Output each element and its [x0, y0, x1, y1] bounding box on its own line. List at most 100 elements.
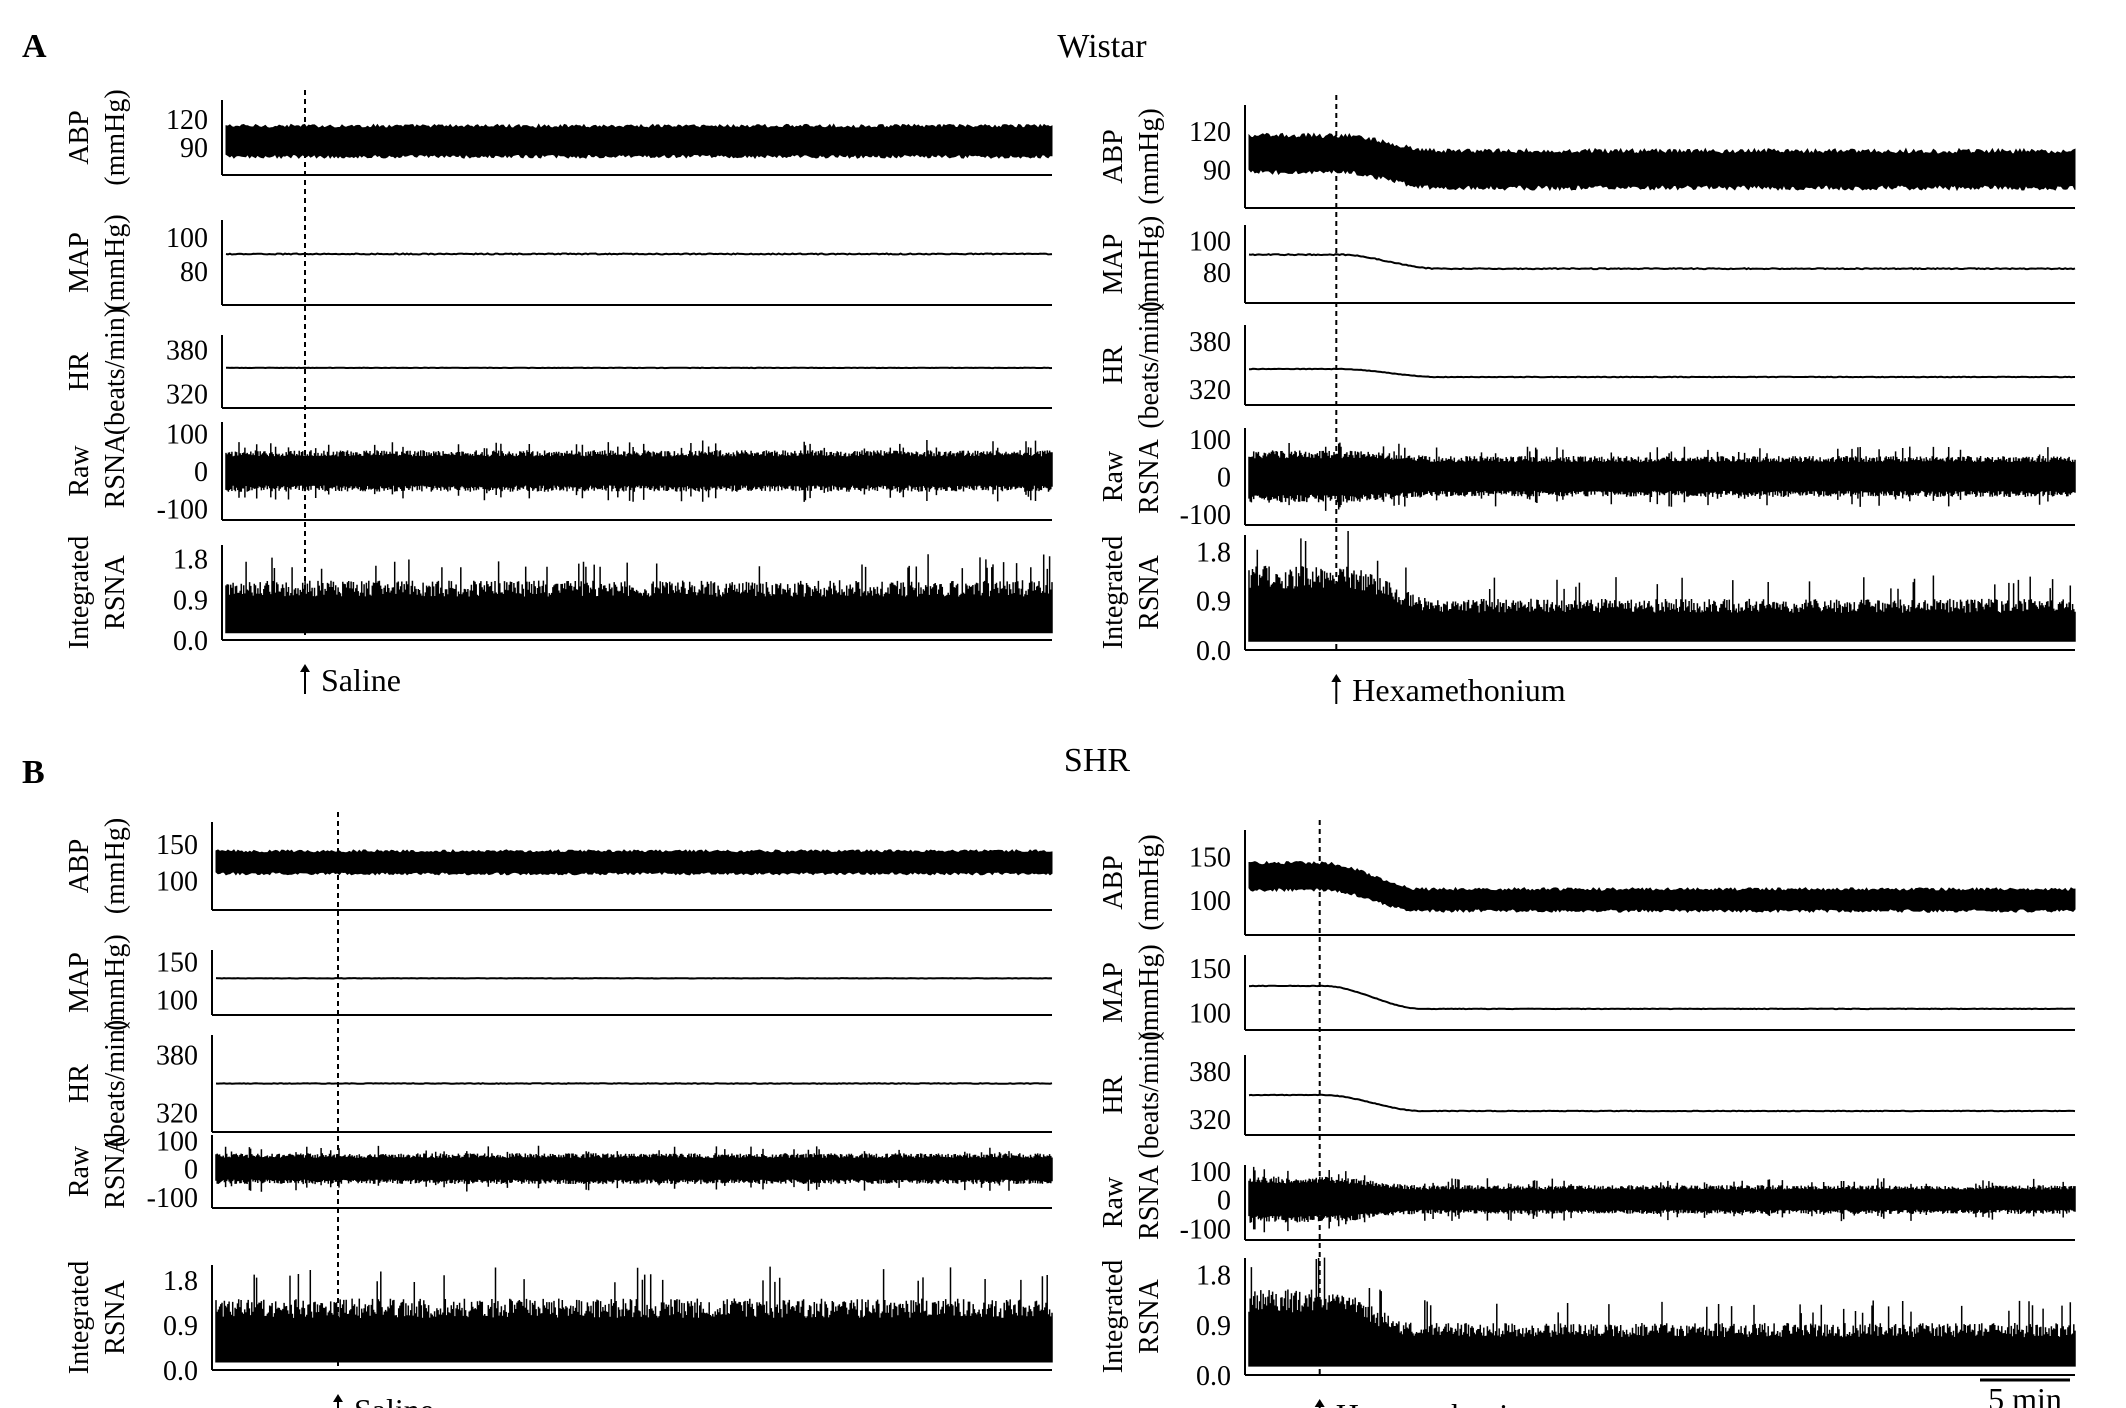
trace-integrated-rsna [225, 554, 1053, 634]
tick-label: 0 [194, 457, 208, 488]
tick-label: 0.9 [1196, 1311, 1231, 1342]
channel-unit: RSNA [100, 554, 131, 629]
channel-name: Integrated [64, 536, 95, 650]
trace-raw-rsna [225, 440, 1053, 502]
tick-label: 380 [156, 1040, 198, 1071]
event-arrow-head [1331, 674, 1342, 682]
trace-integrated-rsna [1248, 531, 2076, 642]
tick-label: 0.0 [163, 1356, 198, 1387]
trace-hr [225, 366, 1053, 370]
tick-label: 0 [1217, 463, 1231, 494]
tick-label: 0.9 [163, 1311, 198, 1342]
trace-hr [215, 1082, 1053, 1085]
channel-unit: (beats/min) [1134, 301, 1165, 429]
trace-abp [215, 849, 1053, 876]
tick-label: -100 [1180, 1214, 1231, 1245]
tick-label: 0 [1217, 1186, 1231, 1217]
channel-name: MAP [1098, 962, 1129, 1023]
channel-unit: (beats/min) [100, 1020, 131, 1148]
channel-name: HR [64, 1064, 95, 1103]
channel-name: Raw [64, 1145, 95, 1197]
tick-label: 380 [1189, 1057, 1231, 1088]
channel-unit: (mmHg) [100, 214, 131, 310]
channel-unit: RSNA [100, 1133, 131, 1208]
trace-abp [1248, 132, 2076, 192]
channel-name: HR [64, 352, 95, 391]
trace-map [225, 252, 1053, 256]
channel-unit: (mmHg) [100, 89, 131, 185]
tick-label: 150 [1189, 842, 1231, 873]
event-label: Hexamethonium [1352, 672, 1565, 708]
tick-label: -100 [1180, 500, 1231, 531]
trace-map [1248, 253, 2076, 271]
channel-name: ABP [1098, 129, 1129, 183]
channel-name: ABP [64, 110, 95, 164]
tick-label: 150 [1189, 954, 1231, 985]
tick-label: 90 [180, 133, 208, 164]
event-arrow-head [333, 1394, 343, 1402]
tick-label: 100 [156, 1127, 198, 1158]
tick-label: 1.8 [1196, 537, 1231, 568]
tick-label: 100 [1189, 227, 1231, 258]
tick-label: 90 [1203, 155, 1231, 186]
tick-label: 100 [1189, 998, 1231, 1029]
trace-integrated-rsna [215, 1266, 1053, 1363]
tick-label: 80 [180, 257, 208, 288]
channel-unit: RSNA [1134, 1278, 1165, 1353]
event-label: Saline [321, 662, 401, 698]
channel-name: Integrated [1098, 1260, 1129, 1374]
trace-map [1249, 984, 2075, 1011]
panel-letter-b: B [22, 754, 45, 791]
trace-hr [1248, 1093, 2076, 1113]
tick-label: 380 [1189, 327, 1231, 358]
channel-name: Integrated [64, 1261, 95, 1375]
channel-unit: (beats/min) [1134, 1031, 1165, 1159]
channel-name: Raw [1098, 1176, 1129, 1228]
panel-letter-a: A [22, 28, 47, 65]
tick-label: 100 [166, 419, 208, 450]
tick-label: 0 [184, 1155, 198, 1186]
tick-label: 100 [1189, 425, 1231, 456]
channel-unit: RSNA [100, 433, 131, 508]
tick-label: 80 [1203, 258, 1231, 289]
tick-label: 100 [1189, 1157, 1231, 1188]
channel-unit: RSNA [1134, 554, 1165, 629]
tick-label: 120 [166, 105, 208, 136]
channel-name: Raw [64, 445, 95, 497]
trace-raw-rsna [1248, 1166, 2076, 1233]
trace-raw-rsna [215, 1145, 1053, 1192]
tick-label: 100 [156, 986, 198, 1017]
channel-unit: (mmHg) [100, 818, 131, 914]
tick-label: 320 [156, 1099, 198, 1130]
channel-name: Raw [1098, 450, 1129, 502]
channel-name: Integrated [1098, 536, 1129, 650]
event-label: Saline [354, 1392, 434, 1408]
trace-hr [1249, 367, 2075, 379]
tick-label: 0.0 [1196, 636, 1231, 667]
panel-title-shr: SHR [1064, 742, 1130, 779]
tick-label: 100 [1189, 886, 1231, 917]
tick-label: 380 [166, 336, 208, 367]
tick-label: 150 [156, 947, 198, 978]
tick-label: 320 [1189, 375, 1231, 406]
trace-abp [1248, 860, 2076, 914]
tick-label: 0.9 [1196, 587, 1231, 618]
channel-unit: (mmHg) [100, 934, 131, 1030]
tick-label: 0.0 [1196, 1361, 1231, 1392]
channel-name: HR [1098, 345, 1129, 384]
channel-unit: (mmHg) [1134, 216, 1165, 312]
trace-raw-rsna [1248, 442, 2076, 511]
channel-name: HR [1098, 1075, 1129, 1114]
tick-label: 100 [156, 867, 198, 898]
tick-label: 1.8 [163, 1266, 198, 1297]
tick-label: 150 [156, 830, 198, 861]
tick-label: 320 [1189, 1105, 1231, 1136]
channel-unit: (mmHg) [1134, 944, 1165, 1040]
channel-name: MAP [1098, 234, 1129, 295]
